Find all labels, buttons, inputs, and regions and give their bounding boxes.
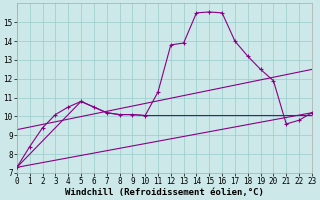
X-axis label: Windchill (Refroidissement éolien,°C): Windchill (Refroidissement éolien,°C) (65, 188, 264, 197)
